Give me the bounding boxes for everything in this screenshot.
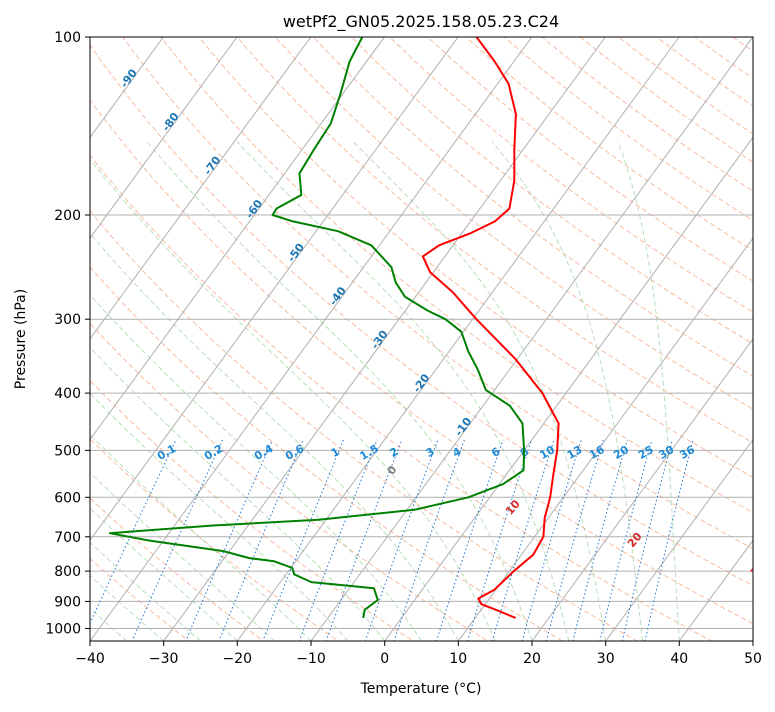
y-tick-label: 800 bbox=[54, 564, 81, 580]
mixing-ratio-line bbox=[599, 439, 653, 641]
y-axis-label: Pressure (hPa) bbox=[13, 289, 29, 389]
isotherm-line bbox=[90, 37, 312, 340]
dewpoint-profile bbox=[108, 37, 526, 619]
x-axis-label: Temperature (°C) bbox=[360, 681, 482, 697]
y-tick-label: 400 bbox=[54, 386, 81, 402]
dry-adiabat-line bbox=[90, 44, 753, 587]
temperature-profile bbox=[421, 37, 560, 619]
mixing-ratio-line bbox=[435, 439, 504, 641]
mixing-ratio-line bbox=[364, 439, 439, 641]
y-tick-label: 600 bbox=[54, 490, 81, 506]
x-tick-label: −20 bbox=[223, 651, 253, 667]
x-tick-label: 20 bbox=[523, 651, 541, 667]
y-tick-label: 500 bbox=[54, 443, 81, 459]
x-tick-label: 50 bbox=[744, 651, 762, 667]
isotherm-line bbox=[90, 37, 533, 641]
mixing-ratio-line bbox=[521, 439, 582, 641]
mixing-ratio-line bbox=[131, 439, 224, 641]
y-tick-label: 1000 bbox=[45, 622, 81, 638]
x-tick-label: −30 bbox=[149, 651, 179, 667]
y-tick-label: 700 bbox=[54, 530, 81, 546]
x-tick-label: 30 bbox=[597, 651, 615, 667]
isotherm-line bbox=[310, 37, 753, 641]
x-tick-label: −40 bbox=[75, 651, 105, 667]
x-tick-label: 0 bbox=[380, 651, 389, 667]
isotherm-line bbox=[163, 37, 606, 641]
dry-adiabat-label: 30 bbox=[748, 559, 768, 579]
dry-adiabat-line bbox=[90, 99, 753, 625]
dry-adiabat-line bbox=[90, 322, 489, 641]
mixing-ratio-line bbox=[545, 439, 604, 641]
dry-adiabat-line bbox=[160, 37, 753, 514]
dry-adiabat-line bbox=[90, 438, 340, 641]
mixing-ratio-line bbox=[185, 439, 273, 641]
y-tick-label: 100 bbox=[54, 30, 81, 46]
y-tick-label: 300 bbox=[54, 312, 81, 328]
y-tick-label: 200 bbox=[54, 208, 81, 224]
isotherm-line bbox=[457, 237, 753, 641]
y-tick-label: 900 bbox=[54, 594, 81, 610]
plot-frame bbox=[89, 36, 754, 642]
isotherm-line bbox=[90, 37, 459, 542]
isotherm-line bbox=[236, 37, 680, 641]
dry-adiabat-line bbox=[90, 266, 564, 641]
sounding-profiles bbox=[108, 37, 560, 619]
mixing-ratio-line bbox=[393, 439, 465, 641]
x-tick-label: 10 bbox=[449, 651, 467, 667]
dry-adiabat-line bbox=[90, 210, 639, 641]
dry-adiabat-line bbox=[312, 37, 753, 377]
x-tick-label: 40 bbox=[670, 651, 688, 667]
dry-adiabat-line bbox=[388, 37, 753, 313]
background-lines bbox=[90, 37, 753, 641]
mixing-ratio-line bbox=[572, 439, 628, 641]
isotherm-line bbox=[605, 438, 753, 641]
x-tick-label: −10 bbox=[296, 651, 326, 667]
isotherm-line bbox=[90, 37, 385, 441]
dry-adiabat-line bbox=[122, 37, 753, 550]
mixing-ratio-line bbox=[491, 439, 555, 641]
dry-adiabat-line bbox=[198, 37, 753, 478]
mixing-ratio-line bbox=[218, 439, 304, 641]
isotherm-line bbox=[90, 37, 238, 239]
dry-adiabat-line bbox=[90, 558, 190, 641]
axes: −40 −30 −20 −10 0 10 20 30 40 50 100 200 300 400 500 60… bbox=[45, 30, 762, 667]
dry-adiabat-line bbox=[90, 154, 713, 641]
dry-adiabat-line bbox=[350, 37, 753, 345]
mixing-ratio-line bbox=[466, 439, 532, 641]
chart-title: wetPf2_GN05.2025.158.05.23.C24 bbox=[283, 12, 559, 32]
